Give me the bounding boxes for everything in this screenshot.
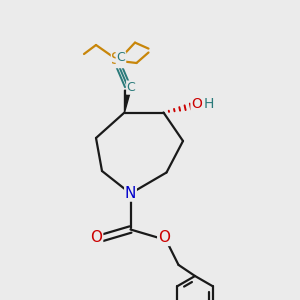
Text: O: O <box>158 230 170 245</box>
Text: Si: Si <box>112 52 125 68</box>
Text: N: N <box>125 186 136 201</box>
Text: C: C <box>116 50 125 64</box>
Text: H: H <box>203 97 214 110</box>
Text: O: O <box>91 230 103 245</box>
Text: O: O <box>191 97 202 111</box>
Text: C: C <box>127 81 136 94</box>
Polygon shape <box>124 90 130 112</box>
